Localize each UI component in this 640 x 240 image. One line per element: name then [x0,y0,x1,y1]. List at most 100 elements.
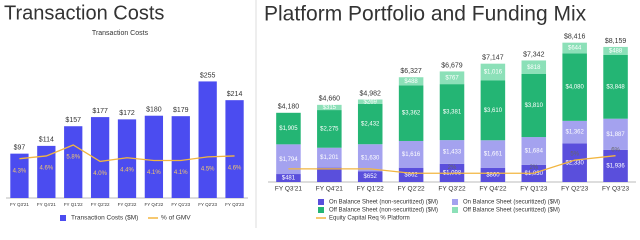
bar [317,167,342,182]
total-label: $7,342 [523,51,545,58]
data-label: $488 [404,79,418,85]
bar [562,120,587,144]
bar [603,55,628,119]
bar [357,103,383,145]
legend-label: Equity Capital Req % Platform [329,216,410,222]
data-label: $255 [200,72,216,79]
data-label: $157 [65,117,81,124]
data-label: $172 [119,110,135,117]
data-label: $177 [92,108,108,115]
data-label: $3,381 [443,110,462,116]
total-label: $6,679 [441,62,463,69]
data-label: $1,433 [443,150,462,156]
legend-swatch [452,199,458,205]
bar [317,104,342,111]
data-label: $1,905 [279,126,298,132]
legend-label: Transaction Costs ($M) [71,215,138,222]
bar [198,81,217,198]
bar [603,46,628,56]
chart-title: Transaction Costs [4,2,164,24]
x-tick-label: FY Q4'22 [479,186,507,193]
data-label: $269 [364,99,378,105]
bar [225,100,244,198]
data-label: $481 [282,176,296,182]
data-label: 4.1% [147,170,161,176]
x-tick-label: FY Q2'23 [561,186,589,193]
x-tick-label: FY Q3'23 [225,202,244,207]
chart-title: Platform Portfolio and Funding Mix [264,3,587,26]
bar [317,110,342,148]
page: Transaction Costs Transaction Costs Plat… [4,0,636,228]
x-tick-label: FY Q1'23 [171,202,190,207]
data-label: $2,432 [361,122,380,128]
data-label: 4.0% [93,171,107,177]
data-label: 4.6% [228,166,242,172]
bar [64,126,83,198]
x-tick-label: FY Q1'22 [64,202,83,207]
data-label: $179 [173,107,189,114]
data-label: $1,684 [525,149,544,155]
bar [439,71,465,85]
bar [562,42,587,54]
x-tick-label: FY Q3'22 [438,186,466,193]
data-label: $2,330 [565,160,584,166]
data-label: 5% [570,152,579,158]
data-label: $1,936 [606,164,625,170]
data-label: $2,275 [320,126,339,132]
data-label: 4.4% [120,167,134,173]
data-label: $1,362 [565,130,584,136]
legend-swatch [452,207,458,213]
bar [171,116,190,198]
x-tick-label: FY Q2'22 [398,186,426,193]
legend-label: % of GMV [161,215,191,222]
line [288,155,616,174]
legend-label: Off Balance Sheet (securitized) ($M) [463,208,560,214]
total-label: $8,159 [605,38,627,45]
total-label: $4,982 [360,90,382,97]
bar [521,73,547,138]
bar [357,171,383,182]
data-label: $1,661 [484,152,503,158]
legend-label: Off Balance Sheet (non-securitized) ($M) [329,208,438,214]
bar [117,119,137,198]
bar [10,153,29,198]
bar [398,77,424,86]
data-label: $1,794 [279,157,298,163]
bar [521,137,547,165]
bar [317,147,342,168]
bar [480,80,506,141]
data-label: $818 [527,65,541,71]
data-label: $767 [445,75,459,81]
bar [480,140,506,168]
bar [398,85,424,141]
x-tick-label: FY Q4'21 [37,202,56,207]
data-label: $488 [609,49,623,55]
data-label: 4.5% [201,166,215,172]
total-label: $7,147 [482,55,504,62]
data-label: $97 [14,145,26,152]
bar [90,117,110,198]
data-label: 2% [529,165,538,171]
legend-label: On Balance Sheet (securitized) ($M) [463,200,560,206]
legend-swatch [318,199,324,205]
data-label: $3,848 [606,84,625,90]
data-label: $214 [227,91,243,98]
data-label: $652 [364,174,378,180]
bar [276,112,301,145]
x-tick-label: FY Q3'21 [275,186,303,193]
bar [439,140,465,164]
legend-label: On Balance Sheet (non-securitized) ($M) [329,200,438,206]
data-label: $1,016 [484,70,503,76]
data-label: $1,030 [525,171,544,177]
data-label: 4.6% [39,166,53,172]
data-label: $1,887 [606,132,625,138]
data-label: $1,616 [402,152,421,158]
data-label: 5.8% [66,155,80,161]
x-tick-label: FY Q3'23 [602,186,630,193]
bar [357,144,383,172]
data-label: $180 [146,107,162,114]
total-label: $6,327 [400,68,422,75]
data-label: $862 [404,172,418,178]
bar [480,63,506,81]
x-tick-label: FY Q3'22 [118,202,137,207]
